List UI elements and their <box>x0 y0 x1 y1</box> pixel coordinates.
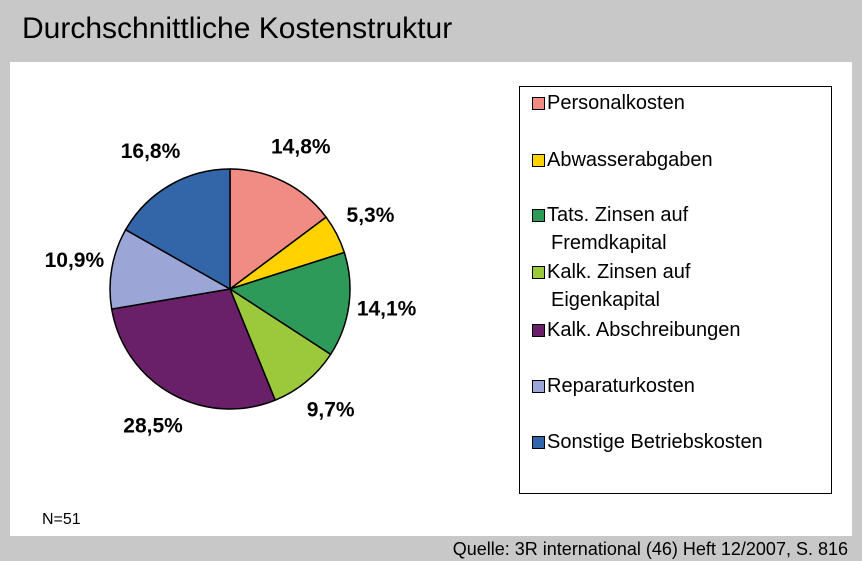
pie-slice <box>124 168 231 291</box>
pie-slice <box>228 251 351 356</box>
footer: Quelle: 3R international (46) Heft 12/20… <box>0 536 862 561</box>
pie-slice <box>228 287 332 402</box>
pie-slice <box>109 228 233 310</box>
legend-item: Personalkosten <box>532 89 828 117</box>
legend-swatch <box>532 97 545 110</box>
legend: Personalkosten Abwasserabgaben Tats. Zinse… <box>519 86 832 494</box>
legend-item: Sonstige Betriebskosten <box>532 428 828 456</box>
source: Quelle: 3R international (46) Heft 12/20… <box>452 539 848 559</box>
legend-swatch <box>532 436 545 449</box>
legend-swatch <box>532 209 545 222</box>
pie-slice <box>110 288 277 410</box>
legend-label: Kalk. Abschreibungen <box>547 319 741 341</box>
legend-label: Sonstige Betriebskosten <box>547 431 763 453</box>
legend-label: Abwasserabgaben <box>547 149 713 171</box>
data-label: 9,7% <box>307 398 355 421</box>
note: N=51 <box>42 511 81 528</box>
legend-swatch <box>532 380 545 393</box>
legend-swatch <box>532 154 545 167</box>
header: Durchschnittliche Kostenstruktur <box>0 0 862 62</box>
data-label: 10,9% <box>45 249 105 272</box>
data-label: 28,5% <box>123 415 183 438</box>
legend-label: Tats. Zinsen auf Fremdkapital <box>547 204 689 254</box>
legend-swatch <box>532 324 545 337</box>
legend-item: Abwasserabgaben <box>532 146 828 174</box>
data-label: 14,8% <box>271 135 331 158</box>
chart-title: Durchschnittliche Kostenstruktur <box>22 12 453 45</box>
legend-swatch <box>532 266 545 279</box>
legend-label: Personalkosten <box>547 92 685 114</box>
data-label: 16,8% <box>121 140 181 163</box>
data-label: 5,3% <box>347 204 395 227</box>
legend-item: Reparaturkosten <box>532 372 828 400</box>
legend-item: Tats. Zinsen auf Fremdkapital <box>532 201 732 257</box>
legend-item: Kalk. Abschreibungen <box>532 316 828 344</box>
data-label: 14,1% <box>357 298 417 321</box>
legend-item: Kalk. Zinsen auf Eigenkapital <box>532 258 732 314</box>
pie-slice <box>229 168 328 291</box>
legend-label: Kalk. Zinsen auf Eigenkapital <box>547 261 691 311</box>
legend-label: Reparaturkosten <box>547 375 695 397</box>
